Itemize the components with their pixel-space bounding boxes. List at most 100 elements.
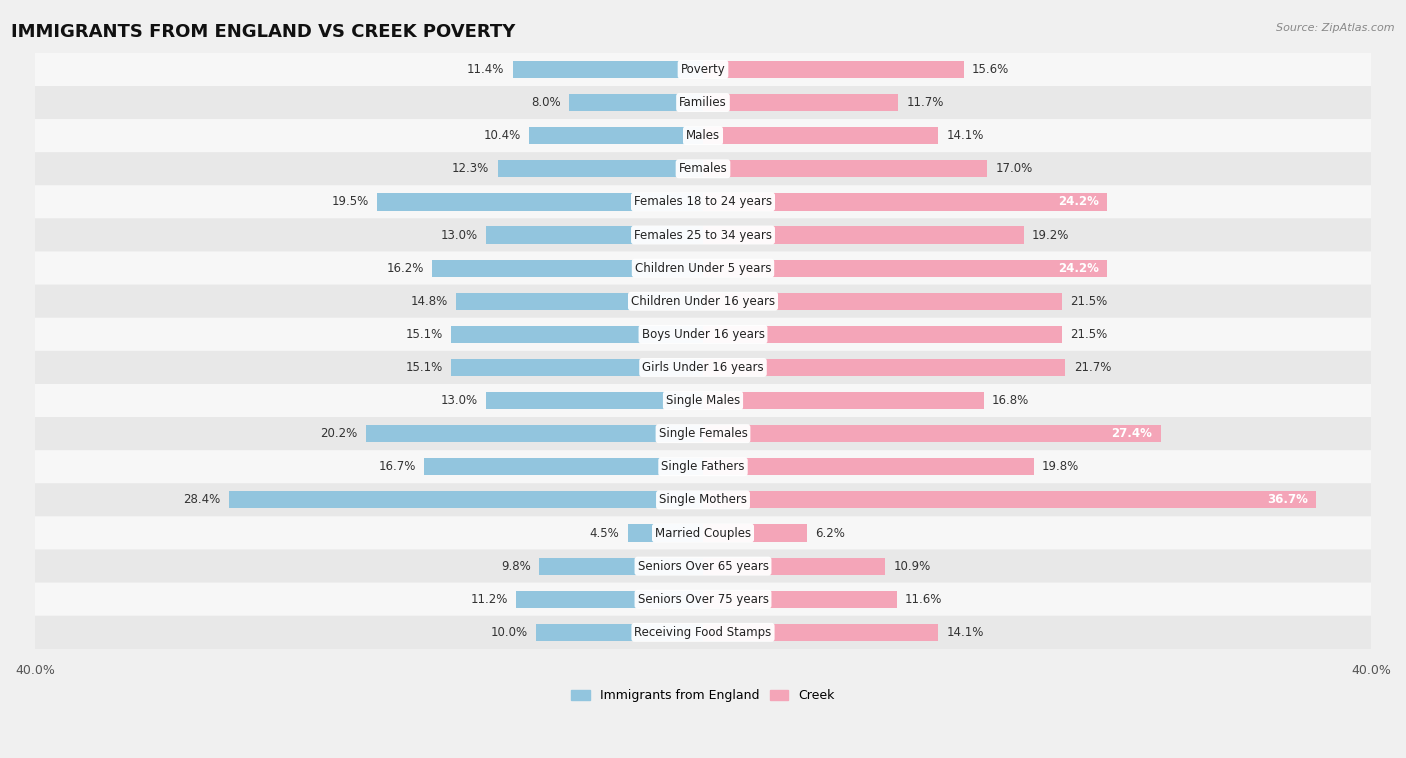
Text: 14.1%: 14.1% [946, 626, 984, 639]
Text: Females 25 to 34 years: Females 25 to 34 years [634, 228, 772, 242]
FancyBboxPatch shape [35, 53, 1371, 86]
Bar [486, 392, 703, 409]
Text: 21.5%: 21.5% [1070, 295, 1108, 308]
Text: 21.5%: 21.5% [1070, 328, 1108, 341]
Bar [703, 590, 897, 608]
Text: 28.4%: 28.4% [183, 493, 221, 506]
Bar [703, 293, 1062, 310]
Text: Seniors Over 75 years: Seniors Over 75 years [637, 593, 769, 606]
FancyBboxPatch shape [35, 450, 1371, 484]
Bar [486, 227, 703, 243]
Bar [569, 94, 703, 111]
Text: 17.0%: 17.0% [995, 162, 1032, 175]
Text: Children Under 5 years: Children Under 5 years [634, 262, 772, 274]
Text: 19.2%: 19.2% [1032, 228, 1070, 242]
FancyBboxPatch shape [35, 516, 1371, 550]
Text: 13.0%: 13.0% [440, 394, 478, 407]
Bar [703, 259, 1107, 277]
Bar [703, 425, 1160, 442]
FancyBboxPatch shape [35, 417, 1371, 450]
Text: Girls Under 16 years: Girls Under 16 years [643, 361, 763, 374]
Bar [703, 624, 938, 641]
Text: 9.8%: 9.8% [501, 559, 531, 572]
Bar [456, 293, 703, 310]
Text: 16.8%: 16.8% [993, 394, 1029, 407]
Text: 8.0%: 8.0% [531, 96, 561, 109]
Text: 16.2%: 16.2% [387, 262, 425, 274]
Bar [703, 392, 984, 409]
FancyBboxPatch shape [35, 186, 1371, 218]
Bar [703, 160, 987, 177]
Text: 11.4%: 11.4% [467, 63, 505, 76]
Bar [703, 458, 1033, 475]
Text: 6.2%: 6.2% [815, 527, 845, 540]
Text: 16.7%: 16.7% [378, 460, 416, 473]
Bar [498, 160, 703, 177]
Text: 14.1%: 14.1% [946, 129, 984, 143]
Bar [536, 624, 703, 641]
Bar [377, 193, 703, 211]
Bar [703, 326, 1062, 343]
Text: 36.7%: 36.7% [1267, 493, 1308, 506]
FancyBboxPatch shape [35, 583, 1371, 615]
Text: Single Mothers: Single Mothers [659, 493, 747, 506]
Legend: Immigrants from England, Creek: Immigrants from England, Creek [567, 684, 839, 707]
Bar [703, 557, 884, 575]
Text: 24.2%: 24.2% [1057, 196, 1099, 208]
Text: 19.8%: 19.8% [1042, 460, 1080, 473]
Text: Children Under 16 years: Children Under 16 years [631, 295, 775, 308]
Text: 10.0%: 10.0% [491, 626, 527, 639]
FancyBboxPatch shape [35, 86, 1371, 119]
Text: Single Fathers: Single Fathers [661, 460, 745, 473]
Bar [703, 127, 938, 144]
Bar [451, 326, 703, 343]
Bar [703, 491, 1316, 509]
Text: Seniors Over 65 years: Seniors Over 65 years [637, 559, 769, 572]
Bar [703, 193, 1107, 211]
Bar [366, 425, 703, 442]
Text: 15.6%: 15.6% [972, 63, 1010, 76]
Text: 10.9%: 10.9% [893, 559, 931, 572]
Text: Source: ZipAtlas.com: Source: ZipAtlas.com [1277, 23, 1395, 33]
Text: 12.3%: 12.3% [451, 162, 489, 175]
Bar [628, 525, 703, 542]
Text: 11.6%: 11.6% [905, 593, 942, 606]
Bar [703, 227, 1024, 243]
Text: Males: Males [686, 129, 720, 143]
Text: 27.4%: 27.4% [1111, 428, 1153, 440]
Text: IMMIGRANTS FROM ENGLAND VS CREEK POVERTY: IMMIGRANTS FROM ENGLAND VS CREEK POVERTY [11, 23, 516, 41]
FancyBboxPatch shape [35, 218, 1371, 252]
Text: 21.7%: 21.7% [1074, 361, 1111, 374]
Bar [529, 127, 703, 144]
Bar [703, 359, 1066, 376]
Bar [513, 61, 703, 78]
Text: Females: Females [679, 162, 727, 175]
Bar [516, 590, 703, 608]
FancyBboxPatch shape [35, 615, 1371, 649]
Text: Females 18 to 24 years: Females 18 to 24 years [634, 196, 772, 208]
FancyBboxPatch shape [35, 484, 1371, 516]
FancyBboxPatch shape [35, 252, 1371, 285]
FancyBboxPatch shape [35, 384, 1371, 417]
Text: 24.2%: 24.2% [1057, 262, 1099, 274]
Bar [433, 259, 703, 277]
Text: 11.2%: 11.2% [470, 593, 508, 606]
Text: 20.2%: 20.2% [321, 428, 357, 440]
Text: Single Males: Single Males [666, 394, 740, 407]
FancyBboxPatch shape [35, 119, 1371, 152]
Bar [703, 525, 807, 542]
Bar [229, 491, 703, 509]
Text: Boys Under 16 years: Boys Under 16 years [641, 328, 765, 341]
Text: Poverty: Poverty [681, 63, 725, 76]
FancyBboxPatch shape [35, 318, 1371, 351]
Text: 15.1%: 15.1% [405, 328, 443, 341]
Bar [540, 557, 703, 575]
Text: 19.5%: 19.5% [332, 196, 368, 208]
Bar [703, 61, 963, 78]
Text: 10.4%: 10.4% [484, 129, 522, 143]
Bar [425, 458, 703, 475]
Text: 15.1%: 15.1% [405, 361, 443, 374]
Text: 13.0%: 13.0% [440, 228, 478, 242]
Text: Single Females: Single Females [658, 428, 748, 440]
FancyBboxPatch shape [35, 550, 1371, 583]
